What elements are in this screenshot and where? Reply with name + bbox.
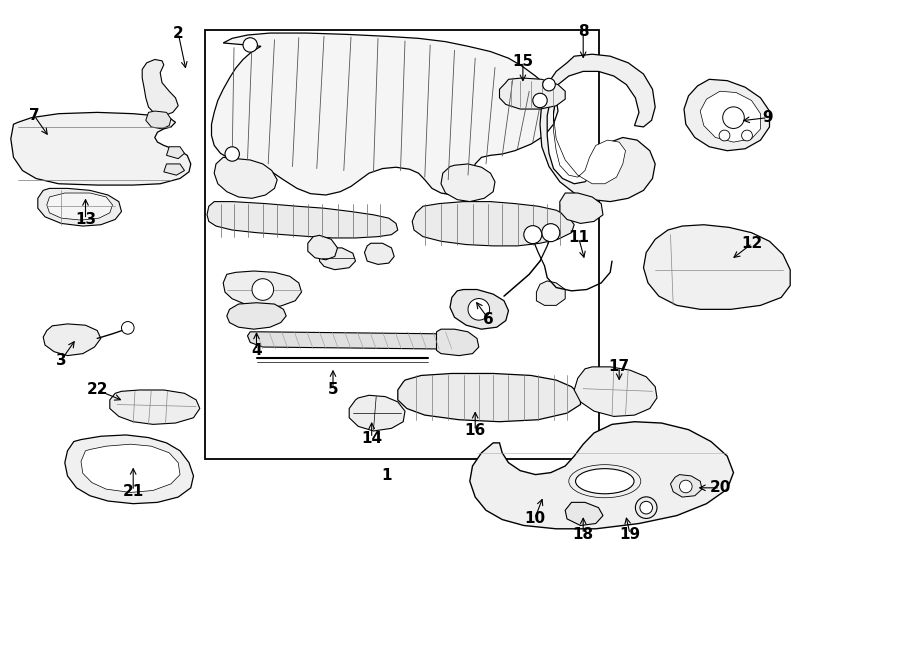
Polygon shape xyxy=(470,422,734,529)
Text: 2: 2 xyxy=(173,26,184,40)
Polygon shape xyxy=(164,164,184,175)
Text: 7: 7 xyxy=(29,108,40,123)
Polygon shape xyxy=(248,332,454,349)
Text: 4: 4 xyxy=(251,343,262,358)
Polygon shape xyxy=(684,79,770,151)
Polygon shape xyxy=(398,373,580,422)
Circle shape xyxy=(243,38,257,52)
Circle shape xyxy=(533,93,547,108)
Text: 18: 18 xyxy=(572,527,594,541)
Polygon shape xyxy=(536,281,565,305)
Polygon shape xyxy=(436,329,479,356)
Polygon shape xyxy=(227,303,286,329)
Text: 14: 14 xyxy=(361,431,382,446)
Circle shape xyxy=(680,480,692,493)
Circle shape xyxy=(252,279,274,300)
Polygon shape xyxy=(574,367,657,416)
Text: 11: 11 xyxy=(568,231,590,245)
Polygon shape xyxy=(11,112,191,185)
Circle shape xyxy=(640,501,652,514)
Text: 22: 22 xyxy=(86,383,108,397)
Circle shape xyxy=(543,78,555,91)
Polygon shape xyxy=(349,395,405,431)
Polygon shape xyxy=(166,147,184,159)
Text: 15: 15 xyxy=(512,54,534,69)
Text: 13: 13 xyxy=(75,212,96,227)
Text: 6: 6 xyxy=(483,312,494,327)
Circle shape xyxy=(719,130,730,141)
Polygon shape xyxy=(142,59,178,116)
Polygon shape xyxy=(207,202,398,238)
Ellipse shape xyxy=(576,469,634,494)
Circle shape xyxy=(742,130,752,141)
Circle shape xyxy=(122,321,134,334)
Circle shape xyxy=(723,107,744,128)
Polygon shape xyxy=(364,243,394,264)
Polygon shape xyxy=(565,502,603,525)
Text: 10: 10 xyxy=(524,512,545,526)
Polygon shape xyxy=(540,54,655,202)
Circle shape xyxy=(468,299,490,320)
Text: 17: 17 xyxy=(608,360,630,374)
Text: 16: 16 xyxy=(464,424,486,438)
Text: 5: 5 xyxy=(328,383,338,397)
Circle shape xyxy=(524,225,542,244)
Polygon shape xyxy=(320,248,356,270)
Polygon shape xyxy=(700,91,760,142)
Polygon shape xyxy=(412,202,574,246)
Polygon shape xyxy=(110,390,200,424)
Polygon shape xyxy=(81,444,180,492)
Polygon shape xyxy=(38,188,122,226)
Polygon shape xyxy=(214,157,277,198)
Circle shape xyxy=(635,497,657,518)
Text: 19: 19 xyxy=(619,527,641,541)
Polygon shape xyxy=(65,435,194,504)
Polygon shape xyxy=(554,96,626,184)
Text: 1: 1 xyxy=(382,469,392,483)
Polygon shape xyxy=(500,78,565,109)
Circle shape xyxy=(542,223,560,242)
Polygon shape xyxy=(644,225,790,309)
Text: 12: 12 xyxy=(742,236,763,251)
Text: 20: 20 xyxy=(709,481,731,495)
Polygon shape xyxy=(146,111,171,129)
Text: 9: 9 xyxy=(762,110,773,125)
Polygon shape xyxy=(308,235,338,260)
Circle shape xyxy=(225,147,239,161)
Polygon shape xyxy=(47,193,112,220)
Polygon shape xyxy=(670,475,702,497)
Text: 21: 21 xyxy=(122,484,144,498)
Polygon shape xyxy=(441,164,495,202)
Text: 3: 3 xyxy=(56,353,67,368)
Polygon shape xyxy=(223,271,302,307)
Polygon shape xyxy=(560,193,603,223)
Text: 8: 8 xyxy=(578,24,589,39)
Bar xyxy=(205,30,599,459)
Polygon shape xyxy=(212,33,558,195)
Polygon shape xyxy=(43,324,101,356)
Polygon shape xyxy=(450,290,508,329)
